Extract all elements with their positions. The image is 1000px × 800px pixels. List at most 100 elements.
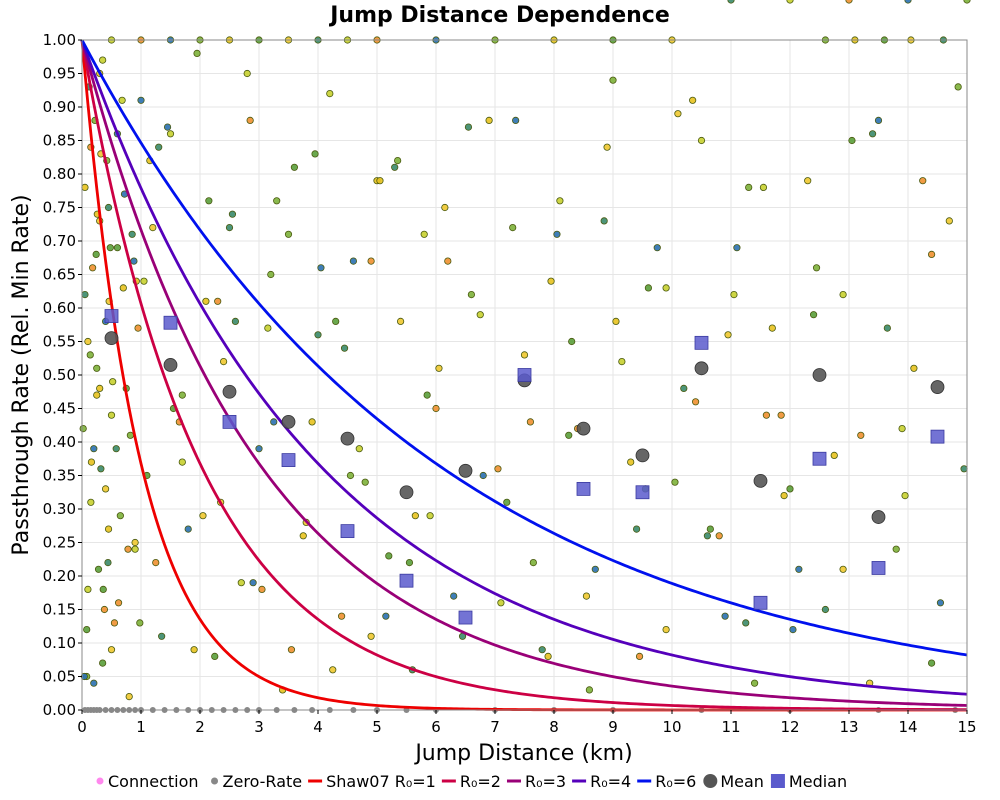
scatter-point bbox=[243, 69, 251, 78]
x-tick-label: 11 bbox=[721, 718, 740, 736]
scatter-point bbox=[503, 498, 511, 506]
scatter-point bbox=[118, 96, 126, 104]
scatter-point bbox=[152, 558, 160, 567]
scatter-point bbox=[529, 558, 537, 567]
scatter-point bbox=[317, 264, 325, 272]
scatter-point bbox=[845, 0, 853, 4]
scatter-point bbox=[777, 411, 785, 419]
scatter-point bbox=[635, 652, 644, 661]
scatter-point bbox=[394, 157, 402, 165]
y-tick-label: 0.55 bbox=[43, 333, 76, 351]
scatter-point bbox=[346, 471, 355, 480]
mean-markers bbox=[104, 331, 945, 524]
scatter-point bbox=[526, 418, 535, 426]
scatter-point bbox=[140, 277, 148, 285]
scatter-point bbox=[733, 244, 741, 252]
legend-label: R₀=3 bbox=[525, 772, 566, 791]
scatter-point bbox=[812, 264, 821, 272]
y-axis-ticks: 0.00 0.05 0.10 0.15 0.20 0.25 0.30 0.35 0.40 0.45… bbox=[43, 31, 82, 719]
scatter-point bbox=[287, 646, 296, 654]
median-marker bbox=[104, 309, 119, 323]
scatter-point bbox=[724, 331, 732, 339]
x-tick-label: 6 bbox=[431, 718, 441, 736]
median-marker bbox=[635, 485, 650, 500]
scatter-point bbox=[727, 0, 735, 4]
scatter-point bbox=[104, 203, 113, 212]
scatter-point bbox=[81, 290, 89, 299]
y-axis-label: Passthrough Rate (Rel. Min Rate) bbox=[9, 194, 34, 555]
legend-symbol-dot bbox=[96, 777, 104, 785]
scatter-point bbox=[385, 552, 393, 560]
scatter-point bbox=[231, 317, 239, 325]
scatter-point bbox=[314, 331, 322, 339]
y-tick-label: 0.20 bbox=[43, 567, 76, 585]
scatter-point bbox=[102, 485, 110, 493]
scatter-point bbox=[768, 324, 776, 332]
scatter-point bbox=[93, 391, 101, 399]
scatter-point bbox=[113, 244, 122, 252]
scatter-point bbox=[134, 324, 142, 332]
scatter-point bbox=[87, 458, 96, 466]
scatter-point bbox=[857, 431, 865, 439]
x-tick-label: 8 bbox=[549, 718, 559, 736]
x-tick-label: 0 bbox=[77, 718, 87, 736]
curve-r0-2 bbox=[80, 39, 968, 712]
scatter-point bbox=[874, 116, 883, 125]
scatter-point bbox=[237, 579, 245, 587]
mean-marker bbox=[812, 368, 827, 382]
x-tick-label: 9 bbox=[608, 718, 618, 736]
scatter-point bbox=[290, 163, 298, 171]
scatter-point bbox=[130, 257, 138, 265]
scatter-point bbox=[367, 257, 375, 265]
median-markers bbox=[104, 309, 945, 625]
scatter-point bbox=[423, 391, 431, 399]
legend-item: Median bbox=[770, 772, 847, 791]
scatter-point bbox=[750, 679, 759, 687]
scatter-point bbox=[326, 90, 334, 98]
scatter-point bbox=[97, 465, 105, 473]
scatter-point bbox=[178, 458, 186, 466]
scatter-point bbox=[467, 290, 475, 299]
mean-marker bbox=[576, 421, 591, 436]
scatter-point bbox=[721, 612, 729, 620]
scatter-point bbox=[653, 244, 661, 252]
scatter-point bbox=[99, 56, 107, 64]
scatter-point bbox=[136, 619, 144, 627]
mean-marker bbox=[399, 485, 414, 500]
y-tick-label: 0.50 bbox=[43, 366, 76, 384]
legend-label: Connection bbox=[108, 772, 199, 791]
y-tick-label: 0.85 bbox=[43, 132, 76, 150]
x-tick-label: 3 bbox=[254, 718, 264, 736]
scatter-point bbox=[109, 378, 117, 386]
scatter-point bbox=[904, 0, 912, 4]
scatter-point bbox=[112, 445, 120, 453]
scatter-point bbox=[128, 230, 136, 238]
scatter-point bbox=[821, 605, 830, 614]
scatter-point bbox=[612, 317, 620, 325]
scatter-point bbox=[308, 418, 316, 426]
scatter-point bbox=[367, 632, 375, 640]
scatter-point bbox=[311, 150, 319, 158]
median-marker bbox=[163, 315, 178, 330]
legend-label: R₀=2 bbox=[460, 772, 501, 791]
scatter-point bbox=[476, 311, 484, 319]
scatter-point bbox=[919, 177, 927, 185]
scatter-point bbox=[627, 458, 635, 466]
scatter-point bbox=[547, 277, 555, 285]
x-tick-label: 2 bbox=[195, 718, 205, 736]
x-tick-label: 12 bbox=[780, 718, 799, 736]
x-tick-label: 7 bbox=[490, 718, 500, 736]
x-tick-label: 13 bbox=[839, 718, 858, 736]
scatter-point bbox=[190, 646, 198, 654]
scatter-point bbox=[93, 364, 101, 372]
scatter-point bbox=[544, 652, 552, 661]
scatter-point bbox=[110, 619, 119, 627]
mean-marker bbox=[930, 380, 945, 394]
legend-label: R₀=6 bbox=[655, 772, 696, 791]
y-tick-label: 0.35 bbox=[43, 467, 76, 485]
scatter-point bbox=[960, 465, 968, 473]
median-marker bbox=[399, 573, 414, 588]
scatter-point bbox=[706, 525, 714, 533]
scatter-point bbox=[485, 116, 493, 125]
scatter-point bbox=[600, 217, 608, 225]
